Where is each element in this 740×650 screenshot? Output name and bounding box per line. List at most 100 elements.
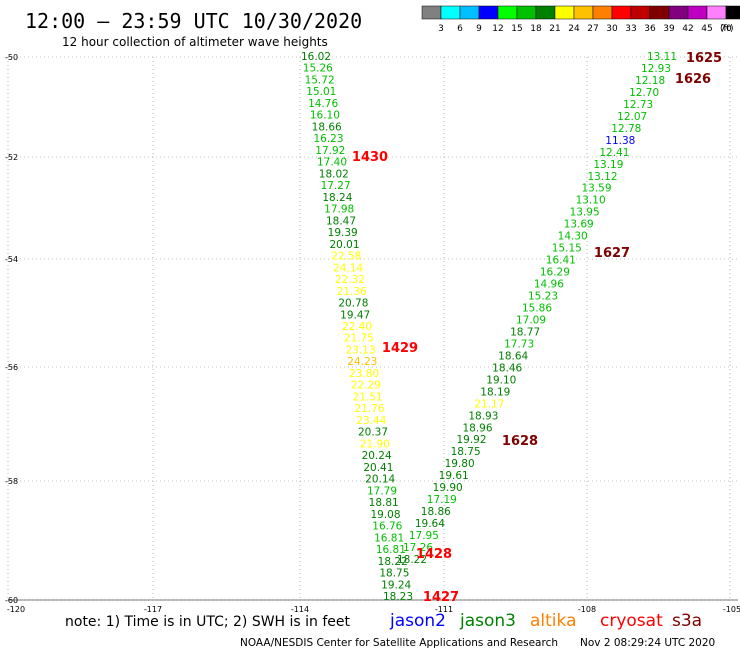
footer-credit: NOAA/NESDIS Center for Satellite Applica… bbox=[240, 637, 558, 649]
wave-height-value: 16.10 bbox=[310, 110, 340, 122]
wave-height-value: 13.59 bbox=[581, 183, 611, 195]
wave-height-value: 15.72 bbox=[305, 75, 335, 87]
wave-height-value: 18.22 bbox=[397, 554, 427, 566]
wave-height-value: 20.24 bbox=[362, 450, 392, 462]
colorbar-swatch bbox=[421, 5, 442, 20]
wave-height-value: 17.09 bbox=[516, 315, 546, 327]
satellite-track-left: 16.0215.2615.7215.0114.7616.1018.6616.23… bbox=[301, 51, 413, 603]
latitude-label: -56 bbox=[5, 363, 18, 372]
longitude-label: -111 bbox=[435, 605, 453, 614]
wave-height-value: 21.36 bbox=[337, 286, 367, 298]
wave-height-value: 21.76 bbox=[354, 403, 384, 415]
colorbar-swatch bbox=[535, 5, 556, 20]
pass-time-label: 1626 bbox=[675, 72, 711, 87]
colorbar-swatch bbox=[440, 5, 461, 20]
wave-height-value: 19.39 bbox=[328, 227, 358, 239]
wave-height-value: 18.77 bbox=[510, 327, 540, 339]
wave-height-value: 18.75 bbox=[379, 568, 409, 580]
wave-height-value: 20.41 bbox=[363, 462, 393, 474]
wave-height-value: 18.47 bbox=[326, 215, 356, 227]
colorbar-label: 30 bbox=[606, 24, 618, 34]
wave-height-value: 19.10 bbox=[486, 374, 516, 386]
satellite-legend: jason2 jason3 altika cryosat s3a bbox=[389, 611, 702, 631]
wave-height-value: 20.37 bbox=[358, 427, 388, 439]
colorbar-unit: (ft) bbox=[720, 24, 734, 34]
wave-height-value: 14.76 bbox=[308, 98, 338, 110]
wave-height-value: 15.23 bbox=[528, 291, 558, 303]
wave-height-value: 12.18 bbox=[635, 75, 665, 87]
wave-height-value: 17.73 bbox=[504, 338, 534, 350]
wave-height-value: 23.44 bbox=[356, 415, 386, 427]
latitude-labels: -50 -52 -54 -56 -58 -60 bbox=[5, 53, 18, 605]
wave-height-value: 12.07 bbox=[617, 111, 647, 123]
satellite-track-right: 13.1112.9312.1812.7012.7312.0712.7811.38… bbox=[397, 51, 677, 566]
wave-height-value: 15.26 bbox=[303, 63, 333, 75]
wave-height-value: 18.23 bbox=[383, 591, 413, 603]
wave-height-value: 19.90 bbox=[433, 482, 463, 494]
wave-height-value: 23.80 bbox=[349, 368, 379, 380]
wave-height-value: 18.96 bbox=[462, 422, 492, 434]
wave-height-value: 18.19 bbox=[480, 386, 510, 398]
latitude-label: -52 bbox=[5, 153, 18, 162]
wave-height-value: 12.73 bbox=[623, 99, 653, 111]
wave-height-value: 16.76 bbox=[372, 521, 402, 533]
satellite-name: jason2 bbox=[389, 611, 446, 631]
wave-height-value: 14.30 bbox=[558, 231, 588, 243]
pass-time-label: 1627 bbox=[594, 246, 630, 261]
longitude-labels: -120 -117 -114 -111 -108 -105 bbox=[7, 605, 740, 614]
wave-height-value: 20.78 bbox=[338, 298, 368, 310]
wave-height-value: 17.95 bbox=[409, 530, 439, 542]
wave-height-value: 13.19 bbox=[593, 159, 623, 171]
colorbar-label: 9 bbox=[476, 24, 482, 34]
wave-height-value: 12.70 bbox=[629, 87, 659, 99]
footer-timestamp: Nov 2 08:29:24 UTC 2020 bbox=[580, 637, 715, 649]
wave-height-value: 20.01 bbox=[329, 239, 359, 251]
wave-height-value: 12.93 bbox=[641, 63, 671, 75]
colorbar-label: 6 bbox=[457, 24, 463, 34]
colorbar-legend: 3 6 9 12 15 18 21 24 27 30 33 36 39 42 45 70(ft) bbox=[421, 5, 740, 34]
colorbar-swatch bbox=[459, 5, 480, 20]
wave-height-value: 15.86 bbox=[522, 303, 552, 315]
colorbar-label: 45 bbox=[701, 24, 712, 34]
wave-height-value: 17.92 bbox=[315, 145, 345, 157]
latitude-label: -54 bbox=[5, 255, 18, 264]
pass-time-labels: 1430 1429 1428 1427 1625 1626 1627 1628 bbox=[352, 51, 722, 605]
wave-height-value: 13.69 bbox=[564, 219, 594, 231]
wave-height-value: 18.81 bbox=[369, 497, 399, 509]
colorbar-swatch bbox=[668, 5, 689, 20]
wave-height-value: 22.29 bbox=[351, 380, 381, 392]
colorbar-label: 39 bbox=[663, 24, 675, 34]
colorbar-label: 27 bbox=[587, 24, 598, 34]
wave-height-value: 19.64 bbox=[415, 518, 445, 530]
colorbar-swatch bbox=[592, 5, 613, 20]
wave-height-value: 24.14 bbox=[333, 262, 363, 274]
wave-height-value: 18.64 bbox=[498, 350, 528, 362]
pass-time-label: 1628 bbox=[502, 434, 538, 449]
colorbar-swatch bbox=[706, 5, 727, 20]
wave-height-value: 16.81 bbox=[374, 532, 404, 544]
wave-height-value: 18.24 bbox=[322, 192, 352, 204]
wave-height-value: 21.90 bbox=[360, 438, 390, 450]
wave-height-value: 18.86 bbox=[421, 506, 451, 518]
wave-height-value: 20.14 bbox=[365, 474, 395, 486]
footer-note: note: 1) Time is in UTC; 2) SWH is in fe… bbox=[65, 614, 351, 630]
longitude-label: -114 bbox=[291, 605, 309, 614]
satellite-name: s3a bbox=[672, 611, 702, 631]
colorbar-swatch bbox=[649, 5, 670, 20]
wave-height-value: 17.27 bbox=[321, 180, 351, 192]
wave-height-value: 12.41 bbox=[599, 147, 629, 159]
wave-height-value: 18.75 bbox=[451, 446, 481, 458]
wave-height-value: 18.22 bbox=[378, 556, 408, 568]
wave-height-value: 21.51 bbox=[353, 391, 383, 403]
wave-height-value: 24.23 bbox=[347, 356, 377, 368]
pass-time-label: 1430 bbox=[352, 150, 388, 165]
wave-height-value: 13.11 bbox=[647, 51, 677, 63]
colorbar-label: 24 bbox=[568, 24, 580, 34]
wave-height-value: 11.38 bbox=[605, 135, 635, 147]
wave-height-value: 17.98 bbox=[324, 204, 354, 216]
wave-height-value: 15.15 bbox=[552, 243, 582, 255]
wave-height-value: 21.17 bbox=[474, 398, 504, 410]
wave-height-value: 15.01 bbox=[306, 86, 336, 98]
wave-height-value: 16.02 bbox=[301, 51, 331, 63]
colorbar-swatch bbox=[687, 5, 708, 20]
